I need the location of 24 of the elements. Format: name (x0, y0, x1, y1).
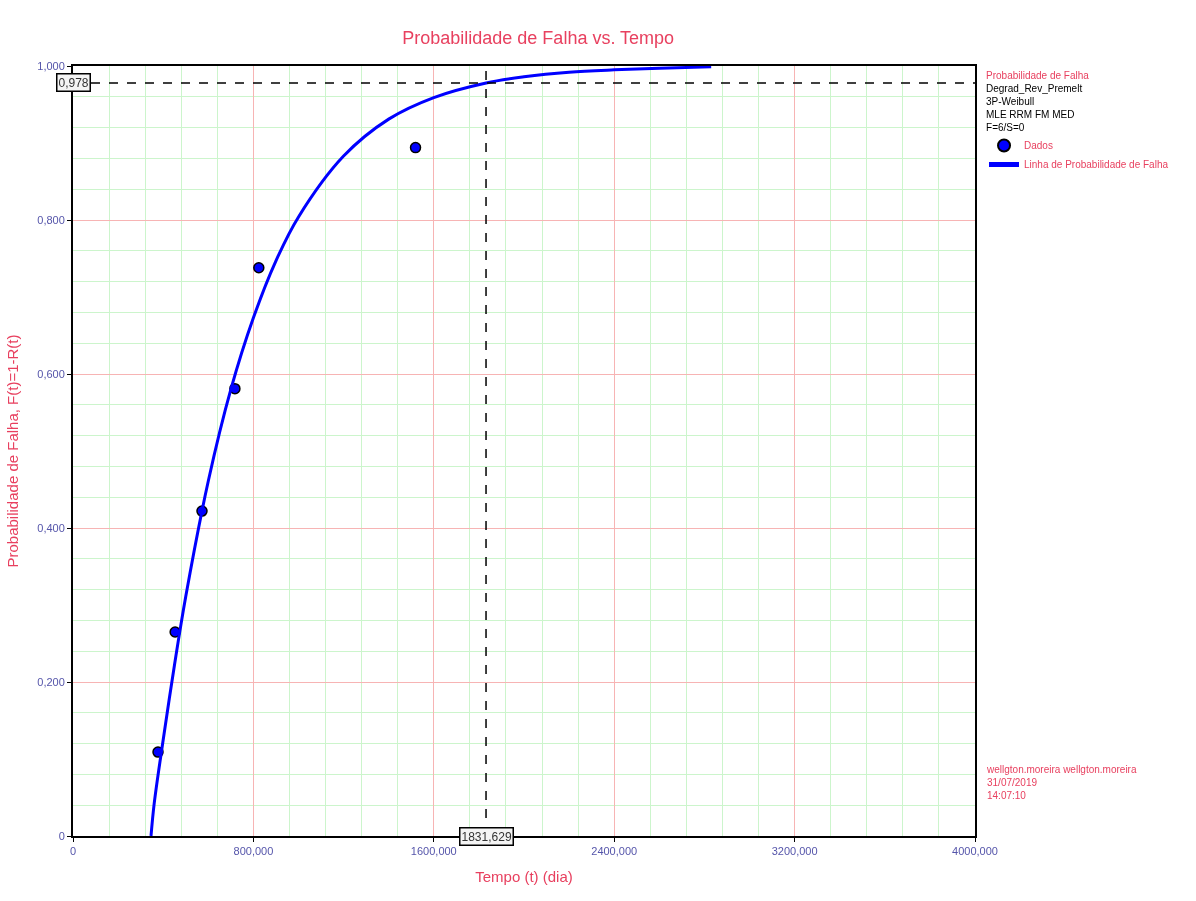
legend-title: Probabilidade de Falha (986, 70, 1090, 81)
x-axis-title: Tempo (t) (dia) (475, 867, 573, 885)
point (253, 261, 265, 274)
text: wellgton.moreira wellgton.moreira 31/07/2019 14:07:10 (986, 764, 1137, 801)
y-tick-label: 0,800 (37, 213, 65, 226)
x-tick-label: 2400,000 (591, 845, 638, 858)
ref-line-label: 1831,629 (461, 829, 512, 844)
legend-label: Dados (1024, 140, 1053, 152)
ref-line-label: 0,978 (58, 75, 89, 90)
y-tick-label: 0,600 (37, 367, 65, 380)
legend-label: Linha de Probabilidade de Falha (1024, 159, 1169, 171)
x-tick-label: 1600,000 (410, 845, 457, 858)
x-tick-label: 4000,000 (952, 845, 998, 858)
x-tick-label: 800,000 (233, 845, 274, 858)
y-tick-label: 0,400 (37, 521, 65, 534)
point (409, 141, 422, 154)
y-tick-label: 1,000 (37, 59, 65, 72)
y-tick-label: 0 (58, 829, 65, 842)
chart-title: Probabilidade de Falha vs. Tempo (402, 28, 675, 49)
y-tick-label: 0,200 (37, 675, 65, 688)
text: Degrad_Rev_Premelt 3P-Weibull MLE RRM FM MED F=6/S=0 (986, 83, 1083, 133)
x-tick-label: 0 (69, 845, 77, 858)
x-tick-label: 3200,000 (771, 845, 818, 858)
y-axis-title: Probabilidade de Falha, F(t)=1-R(t) (4, 334, 22, 568)
